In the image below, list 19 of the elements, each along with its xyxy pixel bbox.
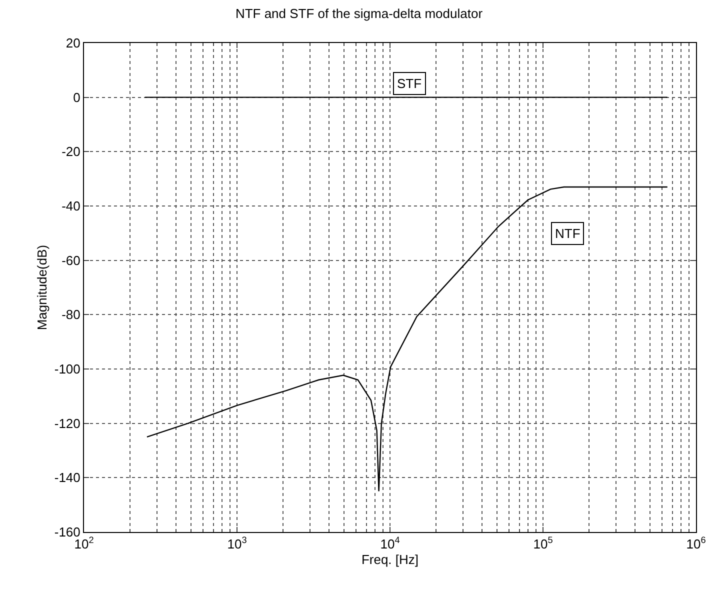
y-axis-title: Magnitude(dB) xyxy=(34,244,50,330)
y-tick-label: -100 xyxy=(54,362,80,377)
y-tick-label: -80 xyxy=(62,307,80,322)
y-tick-label: -120 xyxy=(54,416,80,431)
annotation: STF xyxy=(397,76,422,91)
y-tick-label: -20 xyxy=(62,144,80,160)
x-tick-label: 10$^{3}$ xyxy=(227,535,247,552)
x-tick-label: 10$^{6}$ xyxy=(686,535,706,552)
chart-title: NTF and STF of the sigma-delta modulator xyxy=(235,6,484,21)
y-tick-label: -160 xyxy=(54,524,80,540)
annotation: NTF xyxy=(555,226,580,241)
x-tick-label: 10$^{4}$ xyxy=(380,535,400,552)
y-tick-label: 0 xyxy=(73,90,80,105)
y-tick-label: -40 xyxy=(62,198,80,214)
y-tick-label: 20 xyxy=(66,36,80,51)
y-tick-label: -140 xyxy=(54,470,80,486)
y-tick-label: -60 xyxy=(62,252,80,268)
x-axis-title: Freq. [Hz] xyxy=(361,552,419,568)
x-tick-label: 10$^{5}$ xyxy=(533,535,553,552)
